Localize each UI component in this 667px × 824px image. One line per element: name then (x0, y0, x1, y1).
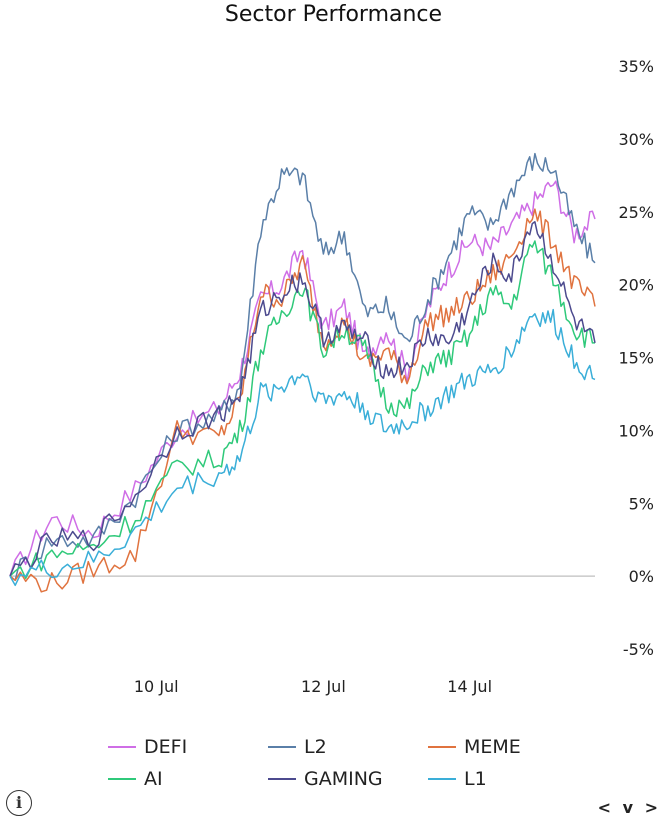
legend-label: DEFI (144, 736, 188, 758)
legend-swatch (268, 746, 296, 748)
y-tick-label: 35% (618, 57, 654, 76)
series-line-gaming (9, 221, 596, 577)
legend-swatch (108, 746, 136, 748)
chart-title: Sector Performance (224, 2, 443, 27)
y-tick-label: -5% (623, 640, 654, 659)
legend-item-ai[interactable]: AI (108, 768, 163, 790)
legend-label: AI (144, 768, 163, 790)
legend-item-defi[interactable]: DEFI (108, 736, 187, 758)
legend-label: L1 (464, 768, 487, 790)
series-line-l1 (9, 308, 596, 587)
legend-item-l1[interactable]: L1 (428, 768, 487, 790)
legend-swatch (428, 746, 456, 748)
legend-swatch (108, 778, 136, 780)
legend-label: MEME (464, 736, 521, 758)
y-tick-label: 5% (629, 494, 654, 513)
y-tick-label: 0% (629, 567, 654, 586)
x-tick-label: 10 Jul (134, 677, 179, 696)
legend: DEFI L2 MEME AI GAMING L1 (0, 730, 667, 800)
y-tick-label: 30% (618, 130, 654, 149)
legend-item-l2[interactable]: L2 (268, 736, 327, 758)
x-tick-label: 14 Jul (447, 677, 492, 696)
chart-nav-controls[interactable]: < v > (597, 798, 661, 817)
legend-swatch (428, 778, 456, 780)
x-tick-label: 12 Jul (301, 677, 346, 696)
y-tick-label: 25% (618, 203, 654, 222)
info-icon[interactable]: i (6, 790, 32, 816)
legend-label: L2 (304, 736, 327, 758)
legend-item-meme[interactable]: MEME (428, 736, 521, 758)
y-tick-label: 10% (618, 421, 654, 440)
series-line-defi (9, 180, 596, 577)
series-line-ai (9, 240, 595, 580)
legend-item-gaming[interactable]: GAMING (268, 768, 383, 790)
y-tick-label: 20% (618, 276, 654, 295)
line-chart: 35% 30% 25% 20% 15% 10% 5% 0% -5% 10 Jul 12 Jul 14 … (9, 57, 654, 696)
legend-swatch (268, 778, 296, 780)
series-line-l2 (9, 152, 596, 582)
series-line-meme (9, 208, 596, 593)
y-tick-label: 15% (618, 349, 654, 368)
legend-label: GAMING (304, 768, 383, 790)
